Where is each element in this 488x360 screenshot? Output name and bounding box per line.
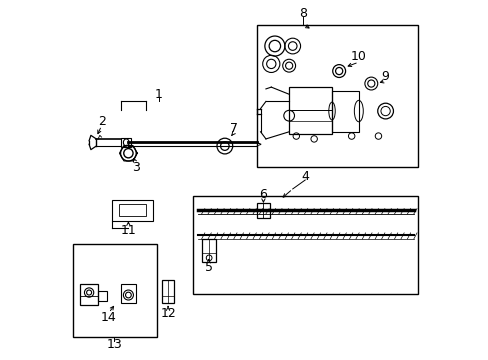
Text: 6: 6	[259, 188, 267, 201]
Bar	[192, 196, 417, 294]
Text: 7: 7	[229, 122, 237, 135]
Text: 1: 1	[155, 88, 163, 101]
Text: 13: 13	[106, 338, 122, 351]
Text: 5: 5	[204, 261, 212, 274]
Text: 9: 9	[381, 70, 389, 83]
Bar	[257, 203, 269, 217]
Text: 10: 10	[350, 50, 366, 63]
Bar	[80, 284, 98, 305]
Bar	[202, 239, 216, 262]
Bar	[257, 24, 417, 167]
Bar	[119, 204, 145, 216]
Bar	[121, 284, 135, 303]
Text: 12: 12	[160, 307, 176, 320]
Bar	[162, 280, 173, 303]
Bar	[121, 138, 131, 147]
Text: 3: 3	[131, 161, 139, 174]
Text: 4: 4	[301, 170, 308, 183]
Bar	[331, 91, 358, 132]
Bar	[288, 87, 331, 134]
Text: 11: 11	[120, 224, 136, 237]
Text: 14: 14	[101, 311, 117, 324]
Text: 8: 8	[299, 8, 307, 21]
Bar	[98, 292, 107, 301]
Text: 2: 2	[98, 114, 105, 127]
Bar	[73, 244, 157, 337]
